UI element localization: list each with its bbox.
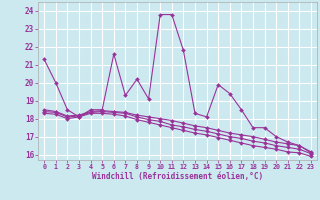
X-axis label: Windchill (Refroidissement éolien,°C): Windchill (Refroidissement éolien,°C) — [92, 172, 263, 181]
